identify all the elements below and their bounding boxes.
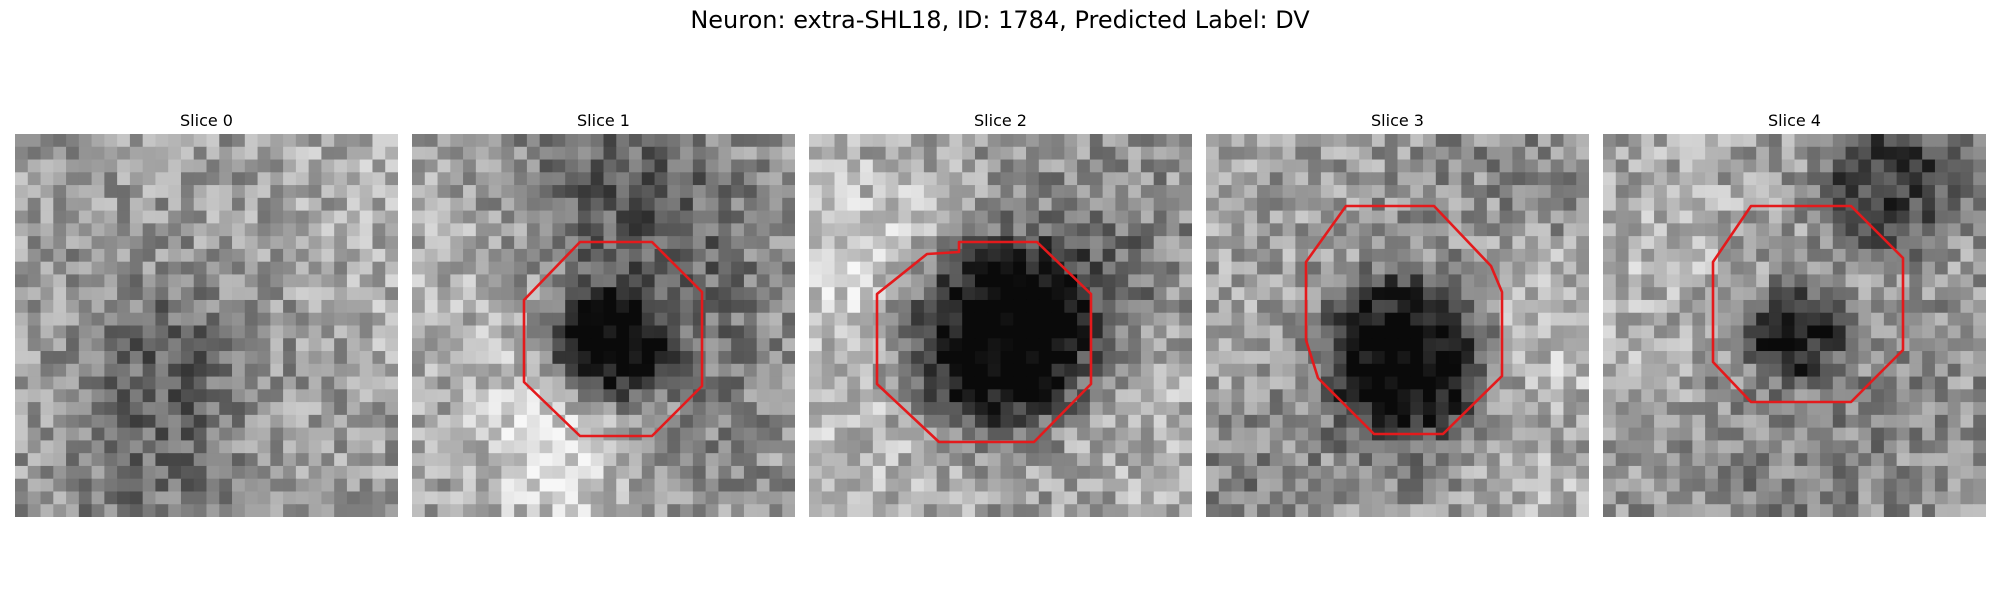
slice-image-4 bbox=[1603, 134, 1986, 517]
slice-panel-2: Slice 2 bbox=[809, 108, 1192, 517]
roi-contour-1 bbox=[522, 240, 704, 438]
slice-image-2 bbox=[809, 134, 1192, 517]
pixel-grid bbox=[809, 134, 1192, 517]
roi-contour-4 bbox=[1711, 204, 1905, 404]
roi-contour-3 bbox=[1304, 204, 1504, 436]
slice-panel-4: Slice 4 bbox=[1603, 108, 1986, 517]
slice-image-1 bbox=[412, 134, 795, 517]
roi-contour-2 bbox=[875, 240, 1093, 444]
pixel-grid bbox=[1206, 134, 1589, 517]
pixel-grid bbox=[15, 134, 398, 517]
slice-title-0: Slice 0 bbox=[180, 111, 233, 130]
slice-panel-3: Slice 3 bbox=[1206, 108, 1589, 517]
slice-panel-1: Slice 1 bbox=[412, 108, 795, 517]
pixel-grid bbox=[412, 134, 795, 517]
slice-panel-0: Slice 0 bbox=[15, 108, 398, 517]
slice-title-3: Slice 3 bbox=[1371, 111, 1424, 130]
slice-title-2: Slice 2 bbox=[974, 111, 1027, 130]
slice-title-1: Slice 1 bbox=[577, 111, 630, 130]
pixel-grid bbox=[1603, 134, 1986, 517]
slice-image-0 bbox=[15, 134, 398, 517]
slice-image-3 bbox=[1206, 134, 1589, 517]
figure-title: Neuron: extra-SHL18, ID: 1784, Predicted… bbox=[690, 6, 1310, 34]
slice-title-4: Slice 4 bbox=[1768, 111, 1821, 130]
